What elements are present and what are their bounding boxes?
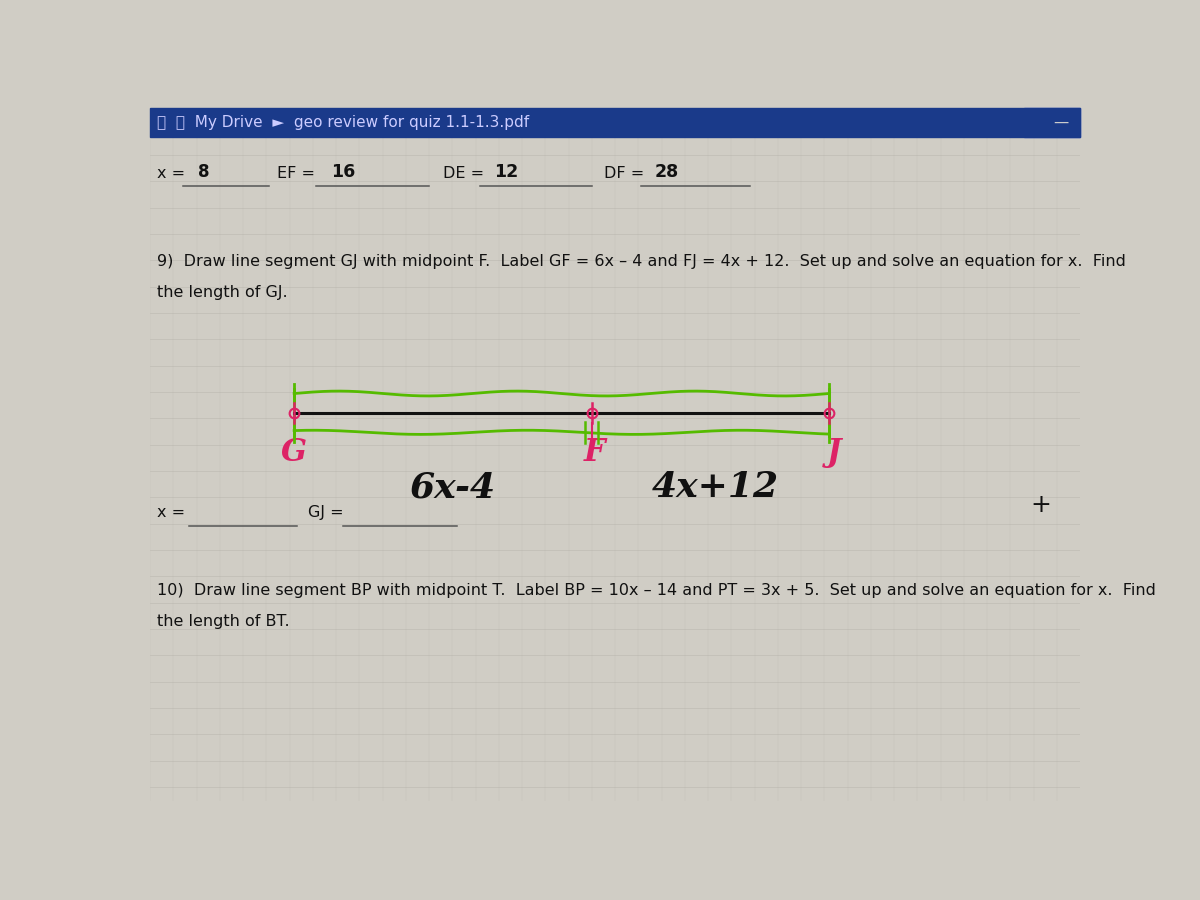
Text: 10)  Draw line segment BP with midpoint T.  Label BP = 10x – 14 and PT = 3x + 5.: 10) Draw line segment BP with midpoint T… [157,582,1157,598]
Text: GJ =: GJ = [308,505,343,520]
Text: EF =: EF = [277,166,316,181]
Text: 28: 28 [655,163,679,181]
Text: the length of BT.: the length of BT. [157,614,290,629]
Text: F: F [583,437,605,468]
Text: DE =: DE = [443,166,484,181]
Text: x =: x = [157,166,186,181]
Text: ⎙  ⛨  My Drive  ►  geo review for quiz 1.1-1.3.pdf: ⎙ ⛨ My Drive ► geo review for quiz 1.1-1… [157,115,529,130]
Bar [150,108,1080,137]
Text: x =: x = [157,505,186,520]
Text: J: J [827,437,841,468]
Text: the length of GJ.: the length of GJ. [157,284,288,300]
Text: 8: 8 [198,163,210,181]
Text: 4x+12: 4x+12 [652,471,779,504]
Text: G: G [281,437,307,468]
Text: +: + [1031,493,1051,517]
Text: DF =: DF = [604,166,644,181]
Text: 9)  Draw line segment GJ with midpoint F.  Label GF = 6x – 4 and FJ = 4x + 12.  : 9) Draw line segment GJ with midpoint F.… [157,254,1127,268]
Bar [1024,108,1080,137]
Text: 12: 12 [494,163,518,181]
Text: 16: 16 [331,163,355,181]
Text: 6x-4: 6x-4 [409,471,496,504]
Text: —: — [1054,115,1069,130]
